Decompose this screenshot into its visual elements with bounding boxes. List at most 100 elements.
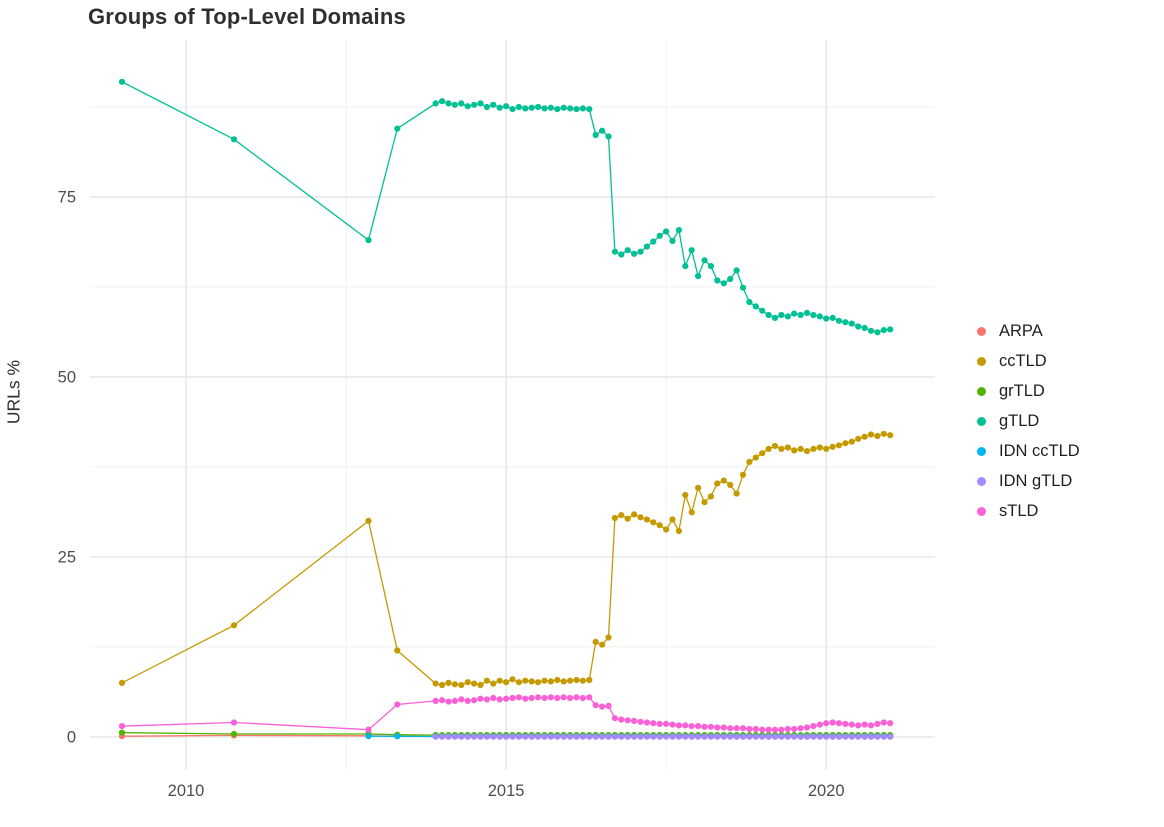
data-point-cctld — [842, 440, 849, 447]
data-point-stld — [522, 695, 529, 702]
data-point-idn-gtld — [663, 733, 670, 740]
data-point-gtld — [867, 327, 875, 334]
data-point-cctld — [567, 677, 574, 684]
data-point-stld — [579, 694, 587, 702]
data-point-idn-gtld — [848, 733, 855, 740]
data-point-idn-gtld — [483, 733, 490, 740]
data-point-gtld — [432, 100, 439, 107]
data-point-cctld — [810, 445, 817, 452]
data-point-idn-gtld — [445, 733, 452, 740]
data-point-idn-gtld — [867, 733, 875, 740]
data-point-gtld — [688, 247, 695, 254]
legend-label: grTLD — [999, 381, 1045, 400]
data-point-gtld — [490, 101, 497, 108]
data-point-idn-gtld — [554, 733, 561, 740]
data-point-gtld — [528, 104, 535, 111]
data-point-idn-gtld — [707, 733, 715, 740]
data-point-cctld — [230, 622, 238, 629]
data-point-cctld — [778, 445, 785, 452]
data-point-stld — [637, 718, 644, 725]
data-point-idn-gtld — [471, 733, 478, 740]
data-point-stld — [874, 720, 881, 728]
data-point-cctld — [535, 679, 542, 686]
data-point-cctld — [695, 484, 702, 491]
data-point-cctld — [618, 511, 625, 519]
data-point-gtld — [464, 103, 471, 110]
data-point-gtld — [739, 284, 747, 291]
data-point-stld — [682, 722, 689, 729]
data-point-gtld — [496, 104, 503, 111]
data-point-idn-gtld — [752, 733, 759, 740]
data-point-gtld — [791, 310, 798, 317]
data-point-idn-gtld — [874, 733, 881, 740]
data-point-idn-gtld — [439, 733, 446, 740]
data-point-gtld — [573, 106, 580, 113]
data-point-cctld — [861, 433, 868, 440]
data-point-gtld — [733, 267, 740, 274]
data-point-cctld — [643, 516, 651, 523]
data-point-idn-gtld — [432, 733, 439, 740]
data-point-stld — [592, 702, 599, 709]
data-point-gtld — [778, 311, 785, 319]
data-point-stld — [771, 726, 779, 733]
data-point-cctld — [752, 454, 759, 461]
data-point-idn-gtld — [643, 733, 651, 740]
data-point-idn-gtld — [650, 733, 657, 740]
data-point-idn-gtld — [541, 733, 548, 740]
data-point-stld — [528, 694, 535, 702]
data-point-stld — [707, 723, 715, 730]
data-point-gtld — [503, 103, 510, 110]
data-point-cctld — [541, 677, 548, 684]
data-point-gtld — [650, 238, 657, 245]
legend-item-grtld: grTLD — [977, 376, 1080, 406]
data-point-gtld — [682, 263, 689, 270]
data-point-cctld — [522, 677, 529, 684]
data-point-gtld — [855, 323, 862, 330]
data-point-cctld — [650, 519, 657, 526]
data-point-idn-gtld — [464, 733, 471, 740]
data-point-idn-gtld — [797, 733, 804, 740]
data-point-idn-gtld — [592, 733, 599, 740]
data-point-idn-gtld — [451, 733, 458, 740]
data-point-idn-gtld — [791, 733, 798, 740]
data-point-cctld — [605, 634, 612, 641]
legend-swatch-icon — [977, 326, 986, 336]
data-point-idn-gtld — [829, 733, 836, 740]
data-point-cctld — [688, 509, 695, 516]
data-point-gtld — [445, 100, 452, 107]
data-point-stld — [573, 694, 580, 701]
data-point-stld — [848, 721, 855, 728]
data-point-idn-gtld — [720, 733, 727, 740]
data-point-cctld — [887, 432, 894, 439]
data-point-idn-gtld — [515, 733, 523, 740]
data-point-stld — [855, 722, 862, 729]
data-point-cctld — [675, 527, 683, 535]
data-point-gtld — [714, 277, 721, 284]
data-point-stld — [823, 720, 830, 727]
data-point-idn-gtld — [816, 733, 823, 740]
data-point-gtld — [118, 78, 126, 85]
data-point-stld — [458, 696, 465, 703]
data-point-stld — [439, 697, 446, 704]
data-point-idn-gtld — [547, 733, 555, 740]
legend-swatch-icon — [977, 476, 986, 486]
data-point-stld — [394, 701, 401, 708]
data-point-stld — [496, 696, 503, 703]
data-point-stld — [618, 716, 625, 723]
data-point-cctld — [733, 490, 740, 497]
data-point-stld — [695, 723, 702, 730]
data-point-cctld — [669, 516, 676, 523]
data-point-stld — [567, 694, 574, 702]
data-point-grtld — [230, 730, 238, 738]
data-point-gtld — [230, 136, 238, 143]
data-point-cctld — [637, 514, 644, 521]
data-point-cctld — [451, 681, 458, 688]
data-point-idn-gtld — [733, 733, 740, 740]
data-point-gtld — [720, 280, 727, 287]
data-point-gtld — [874, 329, 881, 336]
data-point-stld — [656, 720, 663, 728]
data-point-gtld — [394, 125, 401, 132]
data-point-idn-gtld — [490, 733, 497, 740]
legend-swatch-icon — [977, 446, 986, 456]
